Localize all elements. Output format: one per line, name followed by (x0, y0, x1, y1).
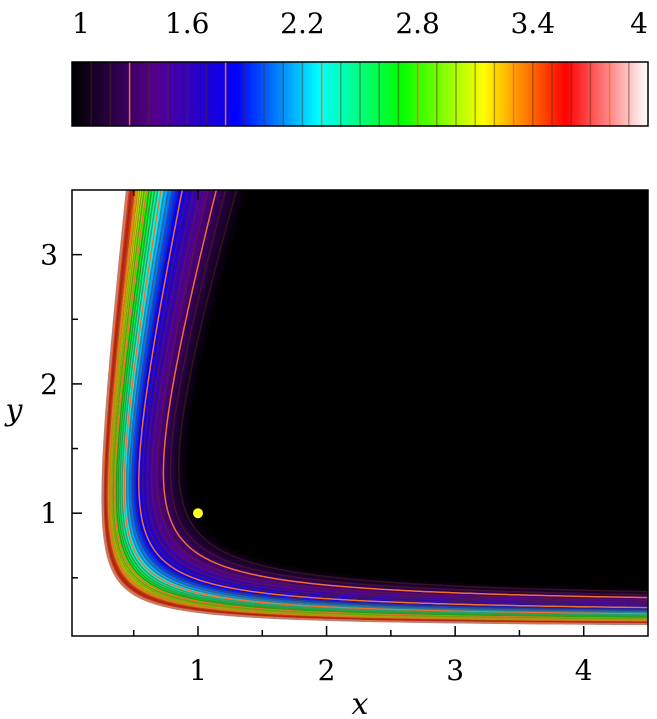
colorbar-tick-label: 1.6 (165, 7, 210, 40)
minimum-point-marker (193, 508, 203, 519)
colorbar: 1 1.6 2.2 2.8 3.4 4 (71, 7, 649, 127)
contour-line (169, 190, 648, 596)
y-tick-label: 3 (40, 239, 58, 272)
colorbar-tick-label: 4 (630, 7, 648, 40)
contour-line (141, 190, 648, 607)
heatmap-surface (72, 190, 648, 636)
colorbar-contour-lines (90, 62, 630, 126)
x-tick-label: 3 (446, 654, 464, 687)
contour-line (128, 190, 648, 613)
contour-lines (101, 190, 648, 626)
contour-line (151, 190, 648, 603)
contour-line (156, 190, 648, 601)
contour-line (117, 190, 648, 618)
colorbar-tick-label: 3.4 (511, 7, 556, 40)
contour-line (123, 190, 648, 615)
contour-line (146, 190, 648, 605)
y-axis-label: y (4, 393, 24, 428)
colorbar-tick-label: 1 (72, 7, 90, 40)
contour-line (138, 190, 648, 609)
x-tick-label: 1 (189, 654, 207, 687)
colorbar-tick-label: 2.8 (395, 7, 440, 40)
x-tick-label: 4 (575, 654, 593, 687)
contour-line (125, 190, 648, 614)
plot-frame (71, 189, 649, 637)
contour-line (121, 190, 648, 616)
contour-line (131, 190, 648, 612)
axis-ticks (72, 190, 648, 636)
y-tick-label: 2 (40, 368, 58, 401)
contour-line (177, 190, 648, 593)
contour-line (162, 190, 648, 599)
y-tick-label: 1 (40, 497, 58, 530)
contour-line (101, 190, 648, 626)
x-tick-label: 2 (318, 654, 336, 687)
contour-line (134, 190, 648, 610)
colorbar-frame (71, 61, 649, 127)
colorbar-tick-label: 2.2 (280, 7, 325, 40)
plot-area: 1 2 3 4 1 2 3 x y (4, 189, 649, 719)
contour-line (119, 190, 648, 617)
axis-tick-labels: 1 2 3 4 1 2 3 (40, 239, 592, 687)
colorbar-tick-labels: 1 1.6 2.2 2.8 3.4 4 (72, 7, 648, 40)
x-axis-label: x (352, 687, 369, 719)
